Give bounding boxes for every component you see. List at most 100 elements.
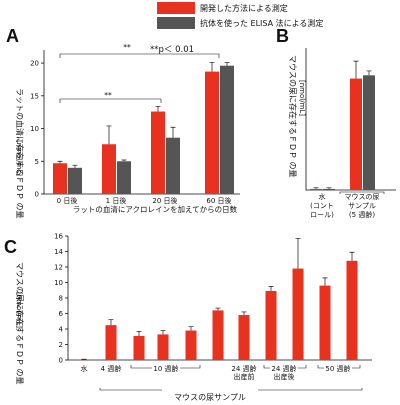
panel-c-bar-1-error	[108, 319, 114, 326]
panel-c-group-label-0-0: 水	[81, 364, 88, 373]
panel-a-bar-gray-2-error	[170, 126, 176, 138]
panel-c-bar-2	[133, 335, 145, 360]
panel-c-bar-5-error	[215, 307, 221, 311]
panel-b-bar-gray-1-error	[366, 70, 372, 76]
panel-c-bar-2-error	[136, 330, 142, 336]
panel-c-bar-8	[292, 268, 304, 360]
panel-a-xtick-0: 0 日後	[57, 196, 78, 205]
panel-c-bar-3-error	[160, 330, 166, 335]
panel-a-bracket-1	[59, 53, 220, 58]
panel-c-group-bracket-2	[130, 365, 201, 369]
panel-b-bar-gray-1	[363, 75, 375, 190]
panel-a-bar-gray-0-error	[72, 164, 78, 168]
panel-label-b: B	[276, 26, 289, 46]
panel-c-bar-4	[185, 330, 197, 360]
panel-c-bar-7	[265, 291, 277, 360]
panel-b-yunit: [nmol/mL]	[298, 80, 306, 116]
panel-c-group-bracket-4	[263, 365, 307, 369]
panel-a-bar-gray-3	[220, 65, 234, 194]
panel-a-ytick-3: 15	[30, 92, 39, 100]
panel-c-group-label-4-0: 24 週齢	[271, 364, 296, 373]
panel-b-sample-bracket	[339, 191, 385, 194]
panel-a-xtick-2: 20 日後	[152, 196, 177, 205]
panel-c-bar-1	[105, 325, 117, 360]
panel-c-bar-3	[157, 334, 169, 360]
panel-a-bar-red-3-error	[209, 62, 215, 72]
panel-b-xtick-0-2: ロール)	[310, 211, 334, 219]
legend: 開発した方法による測定 抗体を使った ELISA 法による測定	[157, 2, 323, 29]
panel-c-group-label-2-0: 10 週齢	[153, 364, 178, 373]
panel-a-xlabel: ラットの血清にアクロレインを加えてからの日数	[73, 204, 238, 214]
panel-c-xlabel: マウスの尿サンプル	[174, 393, 246, 402]
panel-c-bar-7-error	[268, 286, 274, 292]
panel-b-bar-red-1	[350, 78, 362, 190]
panel-a-ytick-0: 0	[35, 191, 39, 199]
panel-b-bar-gray-0-error	[326, 187, 332, 189]
panel-label-c: C	[4, 237, 17, 257]
panel-c-bar-10	[346, 260, 358, 360]
panel-b-xtick-0-0: 水	[319, 192, 326, 201]
panel-c-ylabel: マウスの尿に存在するＦＤＰ の量	[15, 262, 25, 385]
panel-c-bar-4-error	[188, 326, 194, 331]
panel-a-xtick-3: 60 日後	[206, 196, 231, 205]
panel-c-group-label-1-0: 4 週齢	[101, 364, 122, 373]
panel-c-bar-10-error	[349, 251, 355, 261]
panel-b-bar-red-0	[310, 188, 322, 190]
panel-c-bar-9	[319, 285, 331, 360]
panel-a-ytick-2: 10	[30, 125, 39, 133]
panel-c-group-bracket-5	[317, 365, 361, 369]
panel-a-bar-red-1-error	[106, 125, 112, 145]
panel-c-group-label-3-1: 出産前	[234, 372, 255, 381]
panel-c-bar-0	[78, 359, 90, 361]
panel-a-bar-gray-0	[68, 167, 82, 194]
panel-c-bar-9-error	[322, 277, 328, 286]
panel-a-xtick-1: 1 日後	[106, 196, 127, 205]
legend-swatch-gray	[157, 17, 195, 29]
panel-a-ytick-4: 20	[30, 60, 39, 68]
panel-c-group-label-4-1: 出産後	[274, 372, 295, 381]
panel-c-ytick-1: 2	[59, 341, 63, 349]
panel-a-bar-gray-2	[166, 137, 180, 194]
panel-a-yunit: [nmol/mL]	[15, 140, 23, 176]
panel-a-bar-red-1	[102, 144, 116, 194]
panel-a-sig-1: **	[123, 43, 131, 52]
panel-a-pvalue: **p＜ 0.01	[150, 45, 194, 55]
panel-b-xtick-1-1: サンプル	[348, 202, 376, 210]
panel-c-yunit: [nmol/mL]	[15, 292, 23, 328]
panel-a-ytick-1: 5	[35, 158, 39, 166]
panel-c-bar-6	[238, 315, 250, 360]
panel-a-bar-gray-1	[117, 161, 131, 194]
panel-c-ytick-7: 14	[54, 248, 63, 256]
panel-a-sig-2: **	[104, 91, 112, 100]
panel-b-xtick-1-2: (5 週齢)	[349, 210, 375, 219]
panel-c-ytick-2: 4	[59, 326, 64, 334]
panel-label-a: A	[6, 26, 19, 46]
panel-b-bar-gray-0	[323, 188, 335, 190]
panel-a-bar-red-2-error	[155, 105, 161, 112]
panel-a-bracket-2	[59, 98, 162, 103]
panel-c-ytick-3: 6	[59, 310, 64, 318]
panel-c-ytick-5: 10	[54, 279, 63, 287]
panel-b-xtick-0-1: (コント	[310, 202, 334, 210]
panel-a-bar-red-0	[53, 163, 67, 194]
panel-b-xtick-1-0: マウスの尿	[345, 193, 380, 201]
legend-label-gray: 抗体を使った ELISA 法による測定	[200, 18, 323, 28]
panel-a-bar-gray-3-error	[224, 62, 230, 66]
panel-b-ylabel: マウスの尿に存在するＦＤＰ の量	[288, 55, 298, 178]
panel-b-bar-red-0-error	[313, 187, 319, 189]
panel-c-bar-6-error	[241, 311, 247, 316]
panel-a-bar-red-2	[151, 111, 165, 194]
panel-a-bar-red-3	[205, 71, 219, 194]
panel-c-ytick-8: 16	[54, 233, 63, 241]
legend-swatch-red	[157, 2, 195, 14]
panel-c-group-label-5-0: 50 週齢	[325, 364, 350, 373]
panel-c-ytick-6: 12	[54, 264, 63, 272]
panel-c-group-label-3-0: 24 週齢	[231, 364, 256, 373]
panel-c-bar-5	[212, 310, 224, 360]
panel-c-ytick-4: 8	[59, 295, 63, 303]
panel-a-ylabel: ラットの血清に存在するＦＤＰ の量	[15, 88, 25, 219]
panel-b-bar-red-1-error	[353, 60, 359, 79]
panel-a-bar-red-0-error	[57, 160, 63, 164]
legend-label-red: 開発した方法による測定	[200, 3, 288, 13]
